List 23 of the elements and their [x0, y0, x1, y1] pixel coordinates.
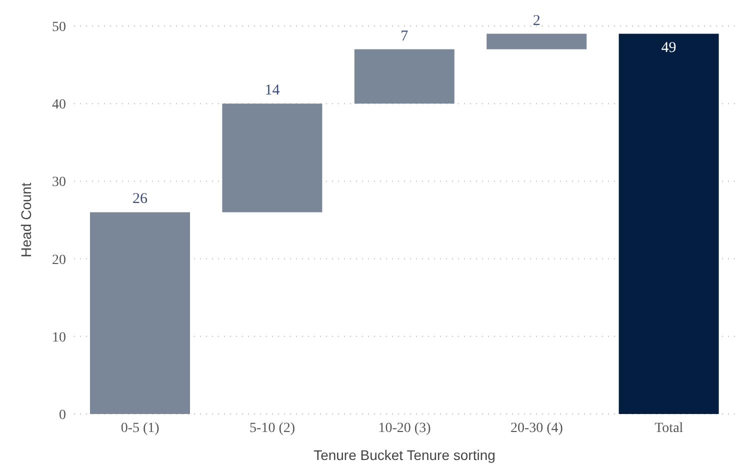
data-label: 2: [532, 12, 540, 29]
x-tick-label: 10-20 (3): [378, 420, 432, 436]
y-tick-label: 20: [52, 252, 66, 268]
bar: [618, 34, 719, 414]
x-axis-title: Tenure Bucket Tenure sorting: [314, 447, 496, 463]
y-tick-label: 10: [52, 330, 66, 346]
data-label: 7: [400, 28, 409, 44]
bar: [486, 34, 587, 50]
y-tick-label: 40: [52, 98, 66, 113]
x-tick-label: 20-30 (4): [510, 420, 564, 436]
x-tick-label: 0-5 (1): [120, 420, 160, 436]
x-tick-label: 5-10 (2): [250, 420, 296, 436]
y-tick-label: 0: [59, 408, 66, 423]
bar: [354, 49, 454, 104]
data-label: 26: [132, 191, 148, 208]
y-tick-label: 50: [52, 20, 66, 35]
y-axis-title: Head Count: [18, 182, 34, 258]
x-tick-label: Total: [654, 420, 684, 436]
data-label: 14: [264, 82, 280, 99]
y-tick-label: 30: [52, 175, 66, 190]
bar: [90, 212, 190, 414]
data-label: 49: [661, 40, 676, 56]
bar: [222, 104, 322, 212]
